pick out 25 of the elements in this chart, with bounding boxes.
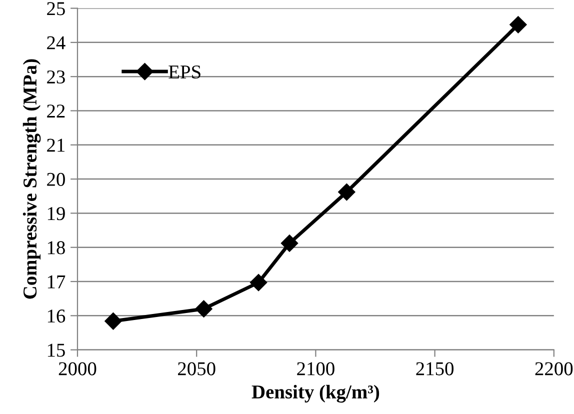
point — [510, 16, 527, 34]
point — [280, 234, 298, 252]
y-tick-label: 21 — [47, 138, 65, 152]
y-tick-label: 19 — [48, 207, 65, 220]
y-tick-label: 15 — [48, 344, 65, 357]
y-tick-label: 16 — [48, 310, 66, 323]
y-tick-label: 22 — [47, 104, 65, 118]
x-tick-label: 2050 — [178, 362, 216, 376]
point — [250, 274, 268, 292]
x-tick-label: 2150 — [416, 362, 454, 376]
x-tick-label: 2100 — [297, 362, 334, 376]
point — [195, 300, 212, 318]
y-tick-label: 18 — [48, 241, 65, 254]
y-tick-label: 20 — [47, 172, 65, 186]
y-tick-label: 25 — [47, 2, 65, 16]
y-tick-label: 17 — [48, 275, 66, 288]
x-axis-title: Density (kg/m³) — [252, 384, 380, 403]
y-tick-label: 23 — [47, 70, 65, 84]
y-axis-title: Compressive Strength (MPa) — [22, 59, 41, 299]
point — [104, 312, 122, 330]
y-tick-label: 24 — [47, 36, 66, 50]
x-tick-label: 2200 — [535, 362, 573, 376]
x-tick-label: 2000 — [58, 362, 96, 376]
legend-label: EPS — [168, 65, 200, 79]
point — [338, 183, 356, 201]
